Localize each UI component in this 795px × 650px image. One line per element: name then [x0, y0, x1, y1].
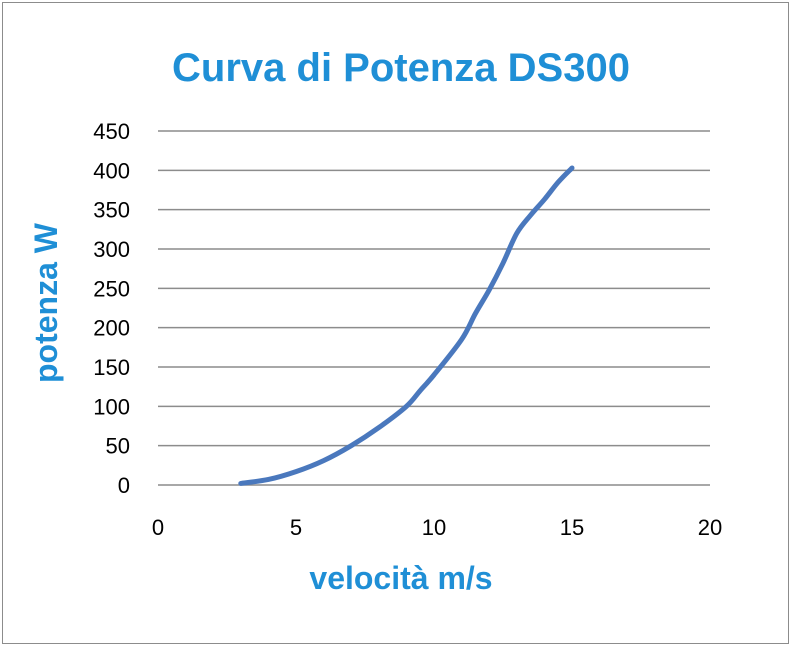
y-axis-ticks: 0 50 100 150 200 250 300 350 400 450 [93, 119, 130, 498]
x-axis-title: velocità m/s [309, 560, 492, 596]
y-tick-label: 50 [106, 434, 130, 459]
x-axis-ticks: 0 5 10 15 20 [152, 515, 722, 540]
y-tick-label: 0 [118, 473, 130, 498]
y-tick-label: 200 [93, 316, 130, 341]
series-group [238, 165, 575, 486]
series-line-0 [238, 165, 575, 486]
grid-lines [158, 130, 710, 486]
y-tick-label: 300 [93, 237, 130, 262]
x-tick-label: 20 [698, 515, 722, 540]
chart-svg: Curva di Potenza DS300 05010015020025030… [28, 46, 722, 596]
y-tick-label: 150 [93, 355, 130, 380]
x-tick-label: 15 [560, 515, 584, 540]
x-tick-label: 5 [290, 515, 302, 540]
chart-title: Curva di Potenza DS300 [172, 46, 630, 90]
chart-frame: Curva di Potenza DS300 0 50 100 150 200 250 30… [2, 2, 789, 644]
y-tick-label: 250 [93, 276, 130, 301]
y-tick-label: 450 [93, 119, 130, 144]
y-tick-label: 400 [93, 158, 130, 183]
x-tick-label: 0 [152, 515, 164, 540]
y-axis-title: potenza W [28, 222, 64, 383]
y-tick-label: 100 [93, 394, 130, 419]
x-tick-label: 10 [422, 515, 446, 540]
y-tick-label: 350 [93, 198, 130, 223]
